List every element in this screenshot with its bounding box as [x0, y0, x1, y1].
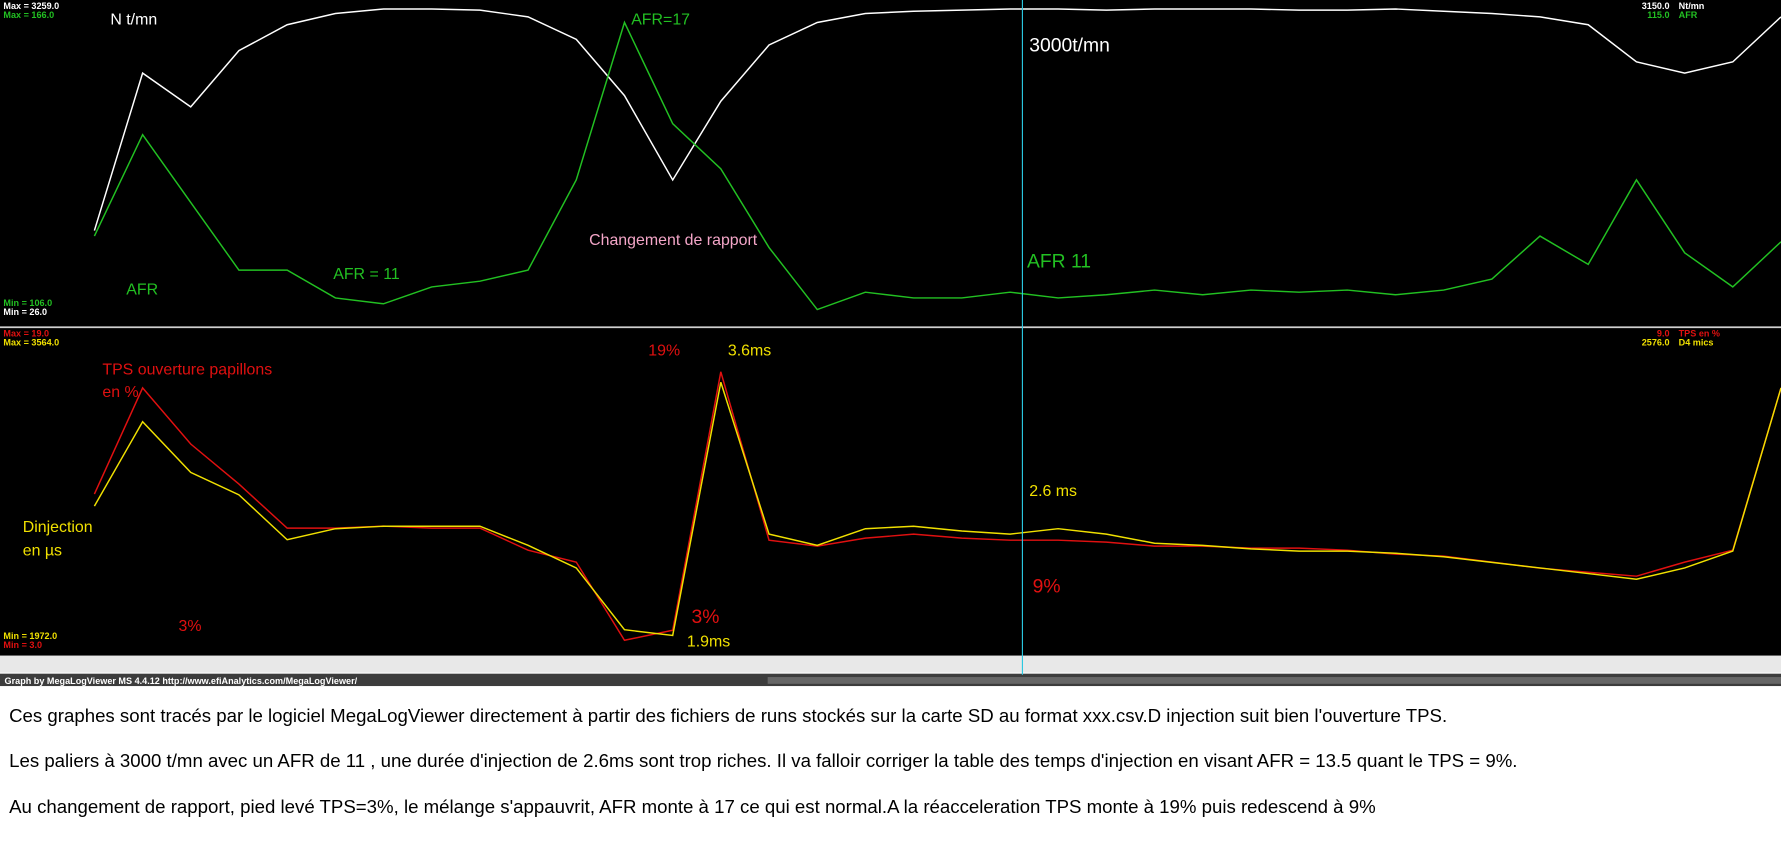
max-label: Max = 3564.0: [3, 337, 59, 347]
annotation: en µs: [23, 543, 62, 560]
series-name: AFR: [1679, 10, 1698, 20]
annotation: TPS ouverture papillons: [102, 362, 272, 379]
annotation: Dinjection: [23, 519, 93, 536]
annotation: 3%: [691, 607, 719, 628]
annotation: 2.6 ms: [1029, 483, 1077, 500]
trace: [93, 8, 1781, 231]
trace: [93, 20, 1781, 311]
annotation: N t/mn: [110, 12, 157, 29]
footer-scroll: [767, 677, 1781, 684]
footer-text: Graph by MegaLogViewer MS 4.4.12 http://…: [5, 676, 358, 686]
min-label: Min = 1972.0: [3, 631, 57, 641]
paragraph: Au changement de rapport, pied levé TPS=…: [9, 796, 1376, 817]
paragraph: Ces graphes sont tracés par le logiciel …: [9, 705, 1447, 726]
annotation: en %: [102, 384, 138, 401]
scrollbar-area: [0, 655, 1781, 673]
cursor-value: 2576.0: [1642, 337, 1670, 347]
series-name: Nt/mn: [1679, 1, 1705, 11]
min-label: Min = 106.0: [3, 298, 52, 308]
min-label: Min = 26.0: [3, 307, 47, 317]
series-name: TPS en %: [1679, 328, 1720, 338]
annotation: 3000t/mn: [1029, 36, 1110, 57]
max-label: Max = 19.0: [3, 328, 49, 338]
annotation: AFR = 11: [333, 266, 400, 283]
max-label: Max = 3259.0: [3, 1, 59, 11]
annotation: 19%: [648, 342, 680, 359]
annotation: Changement de rapport: [589, 232, 758, 249]
annotation: AFR=17: [631, 12, 690, 29]
annotation: 3%: [179, 618, 202, 635]
trace: [93, 382, 1781, 637]
paragraph: Les paliers à 3000 t/mn avec un AFR de 1…: [9, 750, 1517, 771]
cursor-value: 3150.0: [1642, 1, 1670, 11]
min-label: Min = 3.0: [3, 640, 42, 650]
series-name: D4 mics: [1679, 337, 1714, 347]
annotation: 3.6ms: [728, 342, 771, 359]
annotation: AFR 11: [1027, 252, 1091, 273]
cursor-value: 9.0: [1657, 328, 1670, 338]
cursor-value: 115.0: [1647, 10, 1669, 20]
annotation: AFR: [126, 282, 158, 299]
max-label: Max = 166.0: [3, 10, 54, 20]
annotation: 1.9ms: [687, 634, 730, 651]
annotation: 9%: [1033, 577, 1061, 598]
